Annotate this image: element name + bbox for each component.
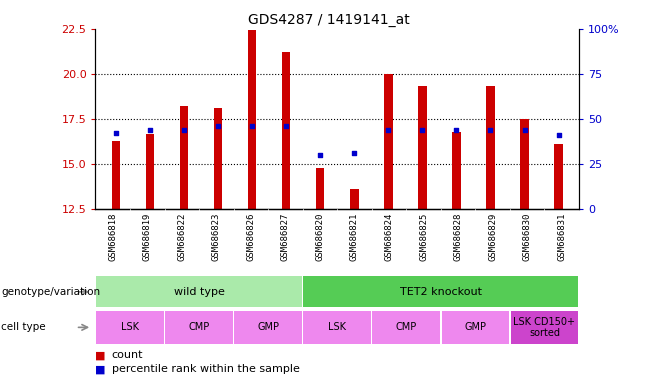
Bar (350, 189, 359, 209)
Bar (316, 168, 324, 209)
Point (417, 127, 428, 133)
Text: GSM686822: GSM686822 (177, 213, 186, 261)
Bar (214, 108, 222, 209)
Bar (520, 119, 529, 209)
Bar (554, 144, 563, 209)
Text: CMP: CMP (188, 322, 210, 333)
Point (349, 150, 359, 156)
Text: GSM686828: GSM686828 (453, 213, 463, 261)
Point (315, 152, 326, 158)
Text: GSM686826: GSM686826 (246, 213, 255, 261)
Text: LSK CD150+
sorted: LSK CD150+ sorted (513, 316, 576, 338)
Text: GMP: GMP (257, 322, 279, 333)
Text: GSM686824: GSM686824 (384, 213, 393, 261)
Bar (96, 311, 164, 344)
Text: CMP: CMP (395, 322, 417, 333)
Bar (303, 276, 578, 307)
Point (451, 127, 462, 133)
Text: GSM686825: GSM686825 (419, 213, 428, 261)
Text: GMP: GMP (465, 322, 486, 333)
Bar (145, 134, 154, 209)
Text: GSM686831: GSM686831 (557, 213, 567, 261)
Text: cell type: cell type (1, 322, 46, 333)
Bar (372, 311, 440, 344)
Bar (418, 86, 426, 209)
Bar (165, 311, 233, 344)
Text: GDS4287 / 1419141_at: GDS4287 / 1419141_at (248, 13, 410, 27)
Point (213, 123, 223, 129)
Bar (303, 311, 371, 344)
Text: ■: ■ (95, 364, 106, 374)
Point (179, 127, 190, 133)
Text: GSM686830: GSM686830 (522, 213, 532, 261)
Text: count: count (112, 350, 143, 360)
Bar (96, 276, 302, 307)
Text: GSM686820: GSM686820 (315, 213, 324, 261)
Point (519, 127, 530, 133)
Point (145, 127, 155, 133)
Text: percentile rank within the sample: percentile rank within the sample (112, 364, 300, 374)
Bar (486, 86, 495, 209)
Bar (511, 311, 578, 344)
Point (111, 131, 121, 137)
Text: GSM686829: GSM686829 (488, 213, 497, 261)
Bar (442, 311, 509, 344)
Bar (384, 74, 393, 209)
Point (281, 123, 291, 129)
Bar (180, 106, 188, 209)
Text: GSM686818: GSM686818 (108, 213, 117, 261)
Text: genotype/variation: genotype/variation (1, 287, 101, 297)
Text: GSM686819: GSM686819 (143, 213, 152, 261)
Point (485, 127, 495, 133)
Point (383, 127, 393, 133)
Text: wild type: wild type (174, 287, 224, 297)
Text: GSM686827: GSM686827 (281, 213, 290, 261)
Bar (248, 30, 257, 209)
Bar (234, 311, 302, 344)
Text: LSK: LSK (328, 322, 346, 333)
Text: ■: ■ (95, 350, 106, 360)
Point (553, 132, 564, 138)
Text: TET2 knockout: TET2 knockout (400, 287, 482, 297)
Text: GSM686821: GSM686821 (350, 213, 359, 261)
Point (247, 123, 257, 129)
Text: GSM686823: GSM686823 (212, 213, 221, 261)
Bar (112, 141, 120, 209)
Text: LSK: LSK (121, 322, 139, 333)
Bar (452, 132, 461, 209)
Bar (282, 52, 290, 209)
